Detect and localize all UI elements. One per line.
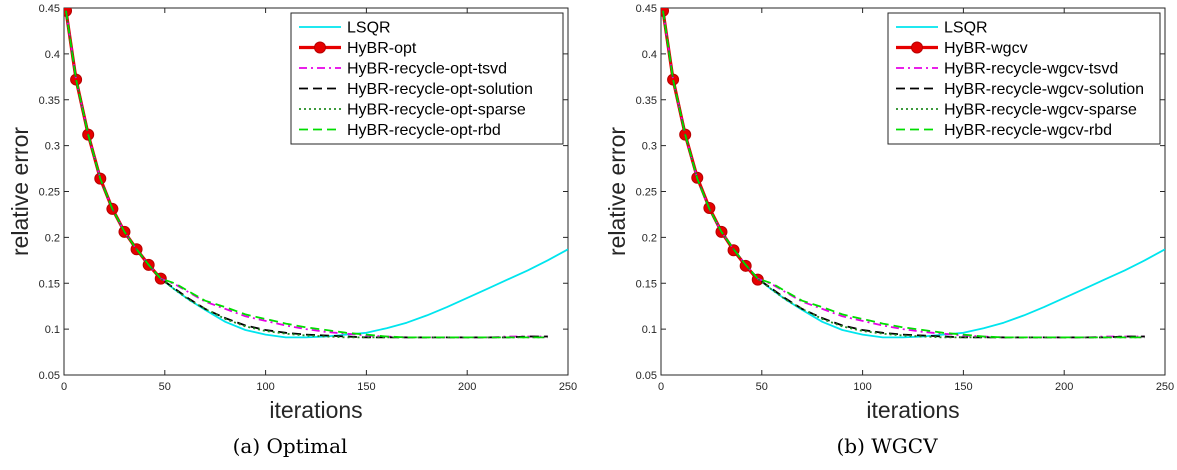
- x-tick-label: 50: [756, 381, 768, 393]
- chart-wgcv: 0 50 100 150 200 250 0.05 0.1 0.15 0.2 0.25 0.3 0.35…: [604, 3, 1174, 423]
- x-axis-label: iterations: [866, 397, 959, 423]
- series-line-HyBR-wgcv: [661, 10, 760, 281]
- series-group: [661, 8, 1165, 339]
- y-tick-label: 0.15: [636, 278, 657, 290]
- x-tick-label: 0: [61, 381, 67, 393]
- y-tick-label: 0.05: [636, 370, 657, 382]
- legend-box: [887, 12, 1161, 145]
- y-tick-label: 0.3: [45, 141, 60, 153]
- x-tick-label: 100: [256, 381, 274, 393]
- y-tick-label: 0.45: [39, 3, 60, 15]
- legend-label: HyBR-recycle-wgcv-solution: [944, 81, 1144, 98]
- y-axis-label: relative error: [7, 127, 33, 256]
- legend-label: HyBR-recycle-wgcv-sparse: [944, 102, 1137, 119]
- series-group: [64, 8, 568, 339]
- legend-label: LSQR: [944, 20, 988, 37]
- legend-label: HyBR-recycle-opt-rbd: [347, 122, 501, 139]
- x-tick-label: 200: [1055, 381, 1073, 393]
- legend-box: [290, 12, 564, 145]
- y-tick-label: 0.2: [642, 232, 657, 244]
- legend-label: HyBR-recycle-wgcv-tsvd: [944, 61, 1118, 78]
- chart-panel-wgcv: 0 50 100 150 200 250 0.05 0.1 0.15 0.2 0.25 0.3 0.35…: [597, 0, 1177, 470]
- y-tick-label: 0.1: [45, 324, 60, 336]
- y-tick-label: 0.1: [642, 324, 657, 336]
- legend-label: LSQR: [347, 20, 391, 37]
- x-axis-label: iterations: [269, 397, 362, 423]
- legend-label: HyBR-recycle-opt-solution: [347, 81, 533, 98]
- y-tick-label: 0.2: [45, 232, 60, 244]
- y-tick-label: 0.4: [642, 49, 657, 61]
- y-tick-label: 0.4: [45, 49, 60, 61]
- caption-optimal: (a) Optimal: [232, 434, 348, 458]
- x-tick-label: 50: [159, 381, 171, 393]
- y-tick-label: 0.05: [39, 370, 60, 382]
- legend-label: HyBR-wgcv: [944, 40, 1028, 57]
- x-tick-label: 200: [458, 381, 476, 393]
- legend-label: HyBR-recycle-opt-tsvd: [347, 61, 507, 78]
- series-line-HyBR-opt: [64, 10, 163, 280]
- legend-label: HyBR-recycle-wgcv-rbd: [944, 122, 1112, 139]
- chart-optimal: 0 50 100 150 200 250 0.05 0.1 0.15 0.2 0.25 0.3 0.35…: [7, 3, 577, 423]
- x-tick-label: 250: [559, 381, 577, 393]
- x-tick-label: 150: [357, 381, 375, 393]
- x-tick-label: 0: [658, 381, 664, 393]
- legend-marker-HyBR-wgcv: [911, 41, 923, 54]
- series-line-HyBR-recycle-opt-rbd: [65, 10, 548, 339]
- y-axis-label: relative error: [604, 127, 630, 256]
- x-tick-label: 150: [954, 381, 972, 393]
- x-tick-label: 100: [853, 381, 871, 393]
- y-tick-label: 0.15: [39, 278, 60, 290]
- y-tick-label: 0.25: [636, 187, 657, 199]
- y-tick-label: 0.25: [39, 187, 60, 199]
- legend-label: HyBR-opt: [347, 40, 417, 57]
- x-tick-label: 250: [1156, 381, 1174, 393]
- legend-marker-HyBR-opt: [314, 41, 326, 54]
- y-tick-label: 0.45: [636, 3, 657, 15]
- y-tick-label: 0.35: [39, 95, 60, 107]
- chart-panel-optimal: 0 50 100 150 200 250 0.05 0.1 0.15 0.2 0.25 0.3 0.35…: [0, 0, 580, 470]
- y-tick-label: 0.35: [636, 95, 657, 107]
- caption-wgcv: (b) WGCV: [836, 434, 938, 458]
- y-tick-label: 0.3: [642, 141, 657, 153]
- legend-label: HyBR-recycle-opt-sparse: [347, 102, 526, 119]
- series-line-HyBR-recycle-wgcv-rbd: [662, 10, 1145, 339]
